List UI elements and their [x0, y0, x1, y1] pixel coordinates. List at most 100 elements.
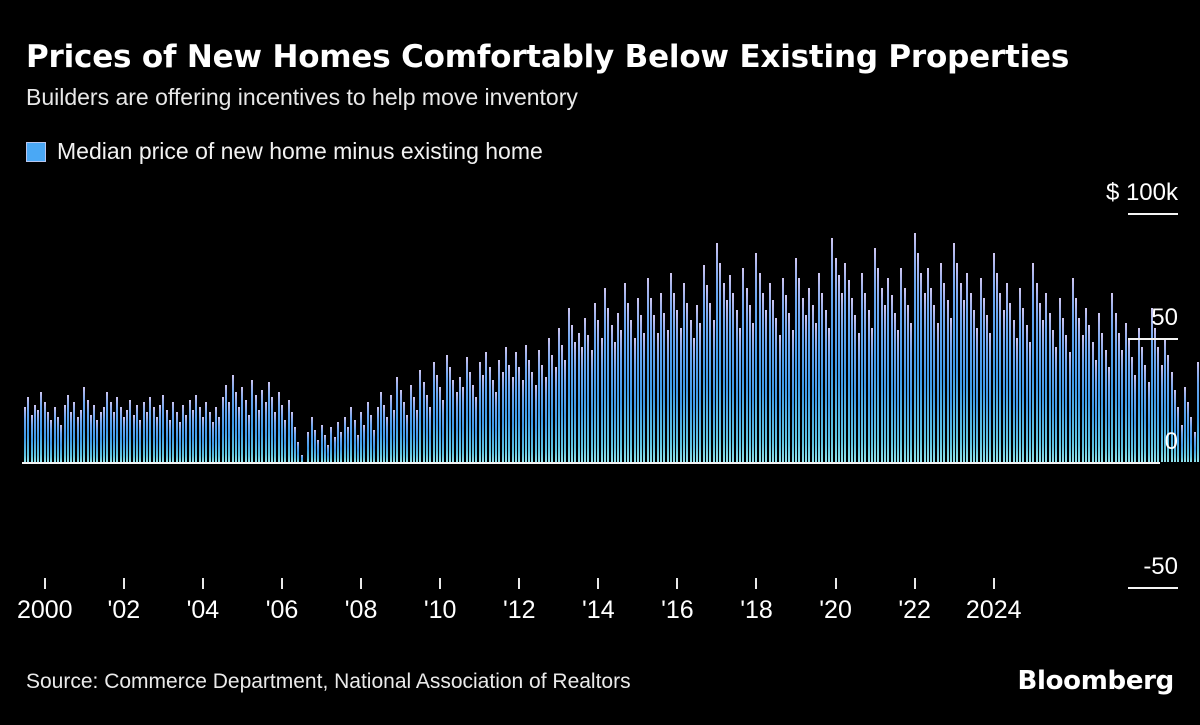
bar	[804, 315, 807, 462]
bar	[145, 412, 148, 462]
bar	[281, 404, 283, 462]
bar	[1025, 325, 1028, 462]
bar	[851, 297, 854, 462]
bar	[192, 409, 195, 462]
bar	[379, 392, 382, 462]
bar	[1071, 277, 1074, 462]
bar	[814, 322, 817, 462]
bar	[468, 372, 471, 462]
bar	[580, 347, 583, 462]
bar	[1042, 320, 1045, 462]
bar	[699, 322, 702, 462]
y-axis-tick-label: -50	[1143, 552, 1178, 580]
bar	[1141, 347, 1143, 462]
bar	[205, 402, 208, 462]
bar	[564, 359, 567, 462]
x-axis-tick-label: '04	[186, 596, 220, 624]
bar	[399, 389, 402, 462]
bar	[1081, 335, 1084, 462]
bar	[1058, 297, 1061, 462]
bar	[343, 417, 346, 462]
bar	[659, 292, 662, 462]
bar	[182, 404, 185, 462]
bar	[561, 344, 564, 462]
bar	[607, 307, 610, 462]
bar	[570, 325, 573, 462]
bar	[613, 342, 616, 462]
x-axis-tick-label: '02	[107, 596, 141, 624]
bar	[1157, 347, 1160, 462]
bar	[712, 320, 715, 462]
bar	[33, 404, 36, 462]
bar	[185, 414, 188, 462]
y-axis-tick-rule	[1128, 213, 1178, 215]
bar	[600, 337, 603, 462]
bar	[267, 382, 270, 462]
bar	[880, 287, 883, 462]
bar	[1075, 297, 1078, 462]
bloomberg-logo: Bloomberg	[1017, 666, 1174, 696]
bar	[870, 327, 873, 462]
bar	[969, 292, 972, 462]
bar	[353, 419, 356, 462]
bar	[1078, 317, 1081, 462]
bar	[248, 414, 251, 462]
bar	[376, 407, 379, 462]
bar	[837, 275, 840, 462]
bar	[155, 417, 158, 462]
bar	[373, 429, 376, 462]
bar	[165, 409, 168, 462]
bar	[175, 412, 178, 462]
bar	[1088, 325, 1091, 462]
bar	[172, 402, 175, 462]
bar	[1121, 349, 1124, 462]
bar	[531, 372, 534, 462]
x-axis-tick-label: '06	[265, 596, 299, 624]
bar	[834, 257, 837, 462]
bar	[475, 397, 478, 462]
bar	[577, 332, 580, 462]
y-axis-tick-label: 50	[1151, 303, 1178, 331]
bar	[748, 305, 751, 462]
bar	[1084, 307, 1087, 462]
x-axis-tick-label: '16	[661, 596, 694, 624]
bar	[755, 252, 758, 462]
bar	[24, 407, 26, 462]
bar	[238, 407, 241, 462]
bar	[874, 247, 877, 462]
bar	[1197, 362, 1200, 462]
bar	[653, 315, 656, 462]
bar	[162, 394, 165, 462]
bar	[1045, 292, 1048, 462]
bar	[1002, 310, 1005, 462]
bar	[907, 305, 910, 462]
bar	[781, 277, 784, 462]
bar	[916, 252, 919, 462]
bar	[603, 287, 606, 462]
bar	[458, 377, 461, 462]
bar	[188, 399, 191, 462]
bar	[406, 414, 409, 462]
bar	[831, 237, 834, 462]
x-axis: 2000 '02 '04 '06 '08 '10 '12 '14 '16 '18 '20 '22 202…	[0, 578, 1200, 638]
source-note: Source: Commerce Department, National As…	[26, 670, 631, 693]
bar	[752, 322, 755, 462]
bar	[396, 377, 399, 462]
bar	[1150, 307, 1153, 462]
bar	[1061, 317, 1064, 462]
bar	[1117, 332, 1120, 462]
bar	[307, 432, 310, 462]
bar	[940, 262, 942, 462]
bar	[956, 262, 959, 462]
bar	[640, 315, 643, 462]
bar	[518, 367, 521, 462]
bar	[597, 320, 600, 462]
bar	[56, 417, 59, 462]
bar	[534, 384, 537, 462]
bar	[798, 277, 801, 462]
bar	[590, 349, 593, 462]
bar	[76, 417, 79, 462]
bar	[195, 394, 198, 462]
bar	[472, 384, 475, 462]
bar	[337, 422, 340, 462]
